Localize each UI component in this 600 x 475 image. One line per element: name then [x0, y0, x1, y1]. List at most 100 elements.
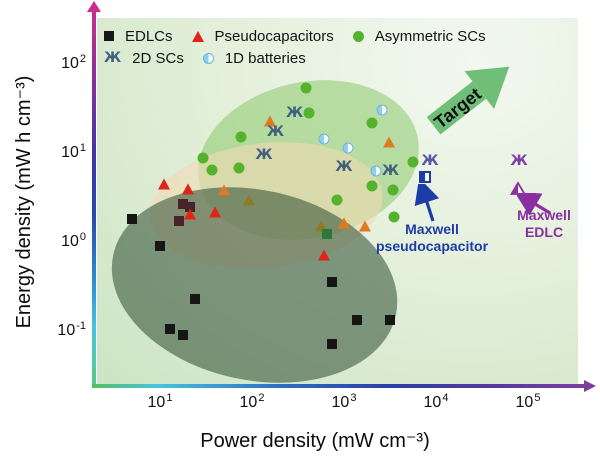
legend-label: Asymmetric SCs: [374, 27, 486, 45]
maxwell-edlc-label-line1: Maxwell: [517, 207, 571, 223]
triangle-marker-icon: [338, 217, 350, 229]
data-point-edlcs: [178, 199, 189, 210]
data-point-pseudocapacitors: [359, 220, 372, 232]
target-arrow: Target: [426, 66, 510, 135]
data-point-2d-scs: Ж: [267, 125, 284, 139]
legend-item-2d-scs: Ж 2D SCs: [104, 50, 184, 67]
triangle-marker-icon: [209, 206, 222, 218]
maxwell-edlc-arrow-icon: [517, 193, 551, 216]
legend-label: 1D batteries: [224, 49, 306, 67]
y-tick-label: 10-1: [57, 320, 86, 339]
legend-item-edlcs: EDLCs: [104, 28, 173, 45]
legend-row: Ж 2D SCs 1D batteries: [104, 47, 486, 69]
data-point-pseudocapacitors: [157, 178, 170, 190]
half-filled-circle-marker-icon: [202, 52, 214, 64]
circle-marker-icon: [206, 164, 218, 176]
maxwell-pseudocapacitor-label-line1: Maxwell: [405, 221, 459, 237]
crossed-star-marker-icon: Ж: [266, 124, 285, 141]
crossed-star-marker-icon: Ж: [104, 50, 122, 66]
circle-marker-icon: [387, 184, 399, 196]
data-point-asymmetric-scs: [197, 152, 209, 164]
square-marker-icon: [189, 294, 200, 305]
square-marker-icon: [155, 240, 165, 251]
circle-marker-icon: [366, 180, 378, 192]
maxwell-pseudocapacitor-label-line2: pseudocapacitor: [375, 238, 489, 254]
crossed-star-marker-icon: Ж: [381, 163, 400, 180]
data-point-edlcs: [326, 277, 337, 288]
crossed-star-marker-icon: Ж: [421, 153, 439, 170]
maxwell-edlc-label-line2: EDLC: [524, 224, 564, 240]
square-marker-icon: [178, 199, 189, 210]
triangle-marker-icon: [359, 220, 372, 232]
triangle-marker-icon: [317, 249, 330, 261]
data-point-pseudocapacitors: [181, 183, 194, 195]
maxwell-pseudocapacitor-label: Maxwell pseudocapacitor: [352, 221, 512, 255]
legend-label: 2D SCs: [132, 49, 184, 67]
data-point-pseudocapacitors: [218, 184, 231, 196]
maxwell-pseudocapacitor-point: [419, 171, 432, 184]
data-point-pseudocapacitors: [383, 136, 396, 148]
circle-marker-icon: [233, 162, 245, 174]
triangle-marker-icon: [191, 30, 204, 42]
circle-marker-icon: [197, 152, 209, 164]
circle-marker-icon: [352, 30, 364, 42]
circle-marker-icon: [331, 194, 343, 206]
data-point-2d-scs: Ж: [255, 148, 272, 162]
y-axis-title: Energy density (mW h cm⁻³): [13, 75, 35, 329]
data-point-pseudocapacitors: [317, 249, 330, 261]
data-point-pseudocapacitors: [263, 115, 276, 127]
circle-marker-icon: [407, 156, 419, 168]
legend-row: EDLCs Pseudocapacitors Asymmetric SCs: [104, 25, 486, 47]
square-marker-icon: [326, 277, 337, 288]
half-filled-circle-marker-icon: [318, 133, 330, 145]
data-point-2d-scs: Ж: [335, 160, 352, 174]
y-axis-line: [92, 11, 96, 385]
data-point-1d-batteries: [342, 142, 354, 154]
data-point-edlcs: [326, 339, 337, 350]
data-point-edlcs: [385, 314, 396, 325]
data-point-asymmetric-scs: [321, 228, 332, 239]
circle-marker-icon: [300, 82, 312, 94]
data-point-edlcs: [189, 294, 200, 305]
data-point-asymmetric-scs: [300, 82, 312, 94]
data-point-pseudocapacitors: [209, 206, 222, 218]
data-point-asymmetric-scs: [387, 184, 399, 196]
data-point-pseudocapacitors: [243, 194, 256, 206]
triangle-marker-icon: [243, 194, 256, 206]
y-tick-label: 100: [61, 231, 86, 250]
square-marker-icon: [321, 228, 332, 239]
y-axis-arrow-icon: [87, 1, 101, 12]
data-point-1d-batteries: [370, 165, 382, 177]
data-point-asymmetric-scs: [366, 117, 378, 129]
crossed-star-marker-icon: Ж: [285, 104, 304, 121]
data-point-asymmetric-scs: [366, 180, 378, 192]
square-marker-icon: [178, 329, 189, 340]
data-point-pseudocapacitors: [314, 220, 327, 232]
data-point-asymmetric-scs: [331, 194, 343, 206]
half-filled-circle-marker-icon: [376, 104, 388, 116]
data-point-2d-scs: Ж: [511, 154, 528, 168]
data-point-2d-scs: Ж: [382, 164, 399, 178]
legend-item-asymmetric-scs: Asymmetric SCs: [352, 27, 486, 45]
circle-marker-icon: [388, 211, 400, 223]
square-marker-icon: [165, 324, 176, 335]
square-marker-icon: [173, 216, 184, 227]
data-point-edlcs: [127, 214, 138, 225]
x-tick-label: 103: [331, 392, 357, 411]
data-point-2d-scs: Ж: [421, 154, 438, 168]
data-point-asymmetric-scs: [407, 156, 419, 168]
x-axis-line: [92, 384, 585, 388]
crossed-star-marker-icon: Ж: [335, 159, 353, 176]
data-point-asymmetric-scs: [303, 107, 315, 119]
square-marker-icon: [352, 314, 363, 325]
legend: EDLCs Pseudocapacitors Asymmetric SCs Ж 2D S…: [104, 25, 486, 69]
x-tick-label: 102: [239, 392, 265, 411]
data-point-edlcs: [173, 216, 184, 227]
circle-marker-icon: [235, 131, 247, 143]
maxwell-edlc-label: Maxwell EDLC: [500, 207, 588, 241]
triangle-marker-icon: [314, 220, 327, 232]
circle-marker-icon: [366, 117, 378, 129]
square-marker-icon: [385, 314, 396, 325]
data-point-edlcs: [165, 324, 176, 335]
x-axis-arrow-icon: [584, 379, 596, 392]
